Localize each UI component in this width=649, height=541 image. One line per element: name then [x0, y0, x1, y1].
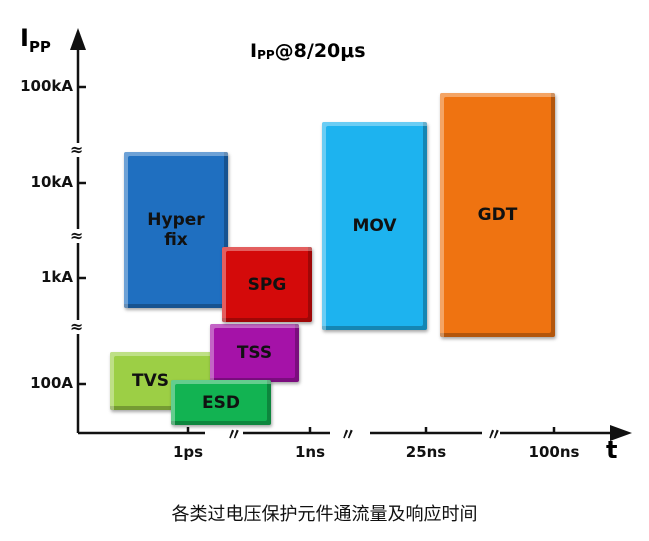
y-arrow-icon — [70, 28, 86, 50]
device-tss: TSS — [210, 324, 299, 382]
title-main: I — [250, 40, 258, 62]
axis-break-icon: 〃 — [340, 425, 356, 444]
device-gdt: GDT — [440, 93, 555, 337]
device-hyperfix: Hyper fix — [124, 152, 228, 308]
x-axis-name: t — [606, 436, 618, 464]
axis-break-icon: ≈ — [70, 226, 83, 245]
x-tick-label: 1ns — [294, 443, 326, 461]
y-axis-name-main: I — [20, 24, 29, 52]
y-tick-label: 100kA — [20, 77, 73, 95]
axis-break-icon: ≈ — [70, 140, 83, 159]
y-tick-label: 100A — [30, 374, 73, 392]
chart-title: IPP@8/20μs — [250, 40, 366, 62]
axis-break-icon: ≈ — [70, 317, 83, 336]
y-axis-name-sub: PP — [28, 37, 51, 56]
x-tick-label: 100ns — [528, 443, 580, 461]
axis-break-icon: 〃 — [486, 425, 502, 444]
device-esd: ESD — [171, 380, 271, 425]
x-arrow-icon — [610, 425, 632, 441]
caption: 各类过电压保护元件通流量及响应时间 — [171, 504, 478, 525]
axis-break-icon: 〃 — [226, 425, 242, 444]
title-sub: PP — [257, 48, 275, 62]
device-spg: SPG — [222, 247, 312, 322]
device-mov: MOV — [322, 122, 427, 330]
x-tick-label: 1ps — [172, 443, 204, 461]
y-axis-name: IPP — [20, 24, 51, 56]
title-rest: @8/20μs — [274, 40, 366, 62]
y-tick-label: 10kA — [30, 173, 73, 191]
x-tick-label: 25ns — [405, 443, 447, 461]
y-tick-label: 1kA — [40, 268, 73, 286]
